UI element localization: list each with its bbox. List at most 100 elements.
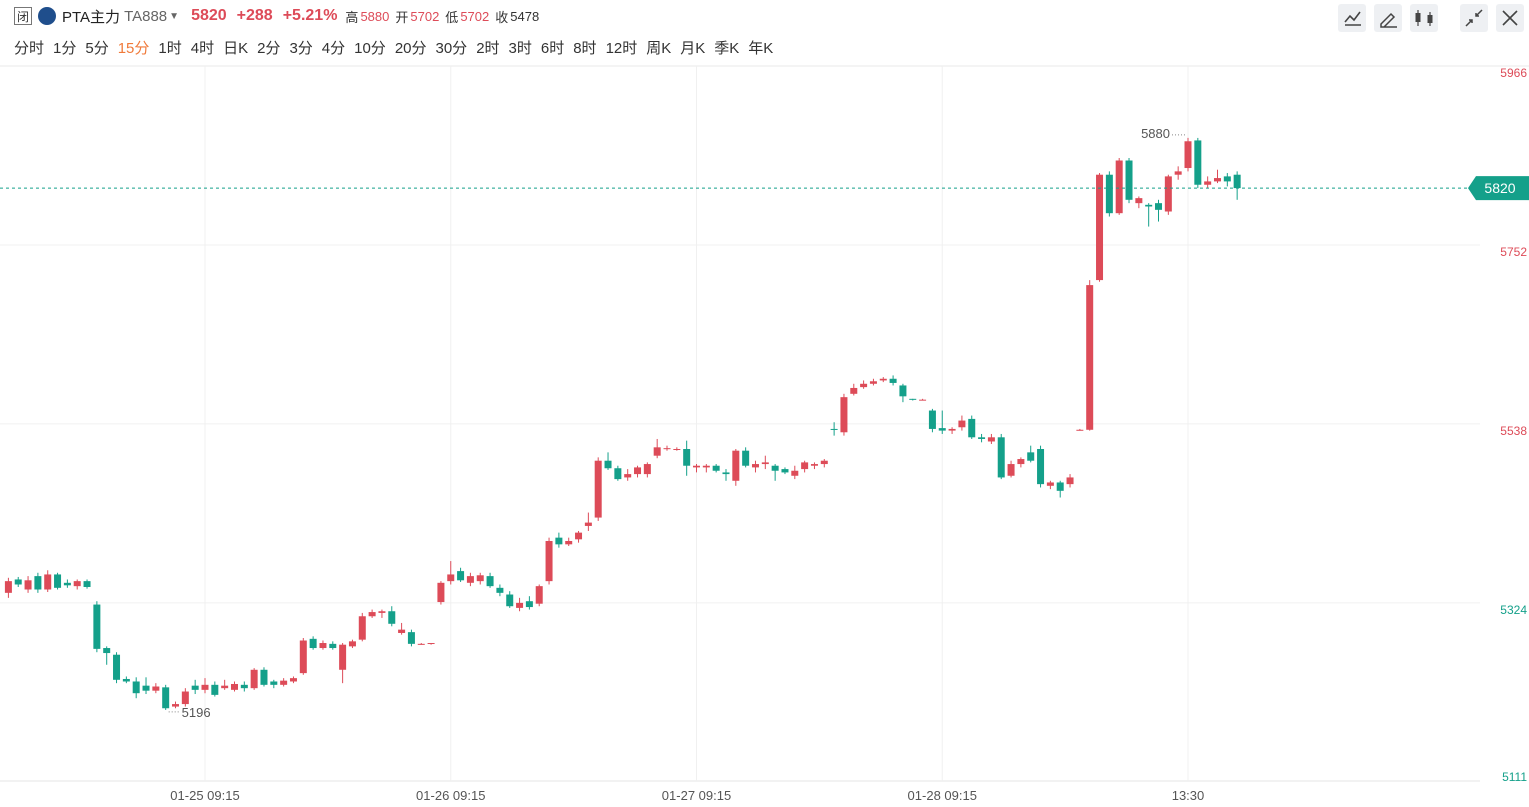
close-icon [1502, 10, 1518, 26]
candle-body [791, 470, 799, 476]
candle-body [358, 616, 366, 640]
period-tab[interactable]: 15分 [117, 39, 150, 57]
period-tab[interactable]: 年K [748, 39, 774, 57]
candle-body [1233, 174, 1241, 189]
period-tab[interactable]: 20分 [394, 39, 427, 57]
candle-body [24, 580, 32, 590]
period-tab[interactable]: 5分 [85, 39, 109, 57]
candle-body [860, 383, 868, 388]
candle-body [614, 468, 622, 480]
candle-body [653, 447, 661, 456]
candle-body [997, 437, 1005, 478]
period-tab[interactable]: 2时 [476, 39, 500, 57]
open: 5702 [410, 8, 440, 24]
x-tick-label: 13:30 [1172, 788, 1205, 803]
period-tab[interactable]: 日K [223, 39, 249, 57]
shrink-button[interactable] [1460, 4, 1488, 32]
candle-body [722, 472, 730, 475]
candle-body [388, 611, 396, 624]
last-price-label: 5820 [1484, 180, 1515, 196]
candle-body [781, 469, 789, 473]
period-tab[interactable]: 6时 [540, 39, 565, 57]
candle-body [801, 462, 809, 470]
y-tick-label: 5111 [1502, 770, 1527, 784]
product-code[interactable]: TA888 [124, 7, 168, 25]
candle-body [771, 465, 779, 471]
period-tab[interactable]: 12时 [605, 39, 638, 57]
period-tab[interactable]: 季K [714, 39, 740, 57]
candle-body [978, 437, 986, 439]
candle-body [1056, 482, 1064, 491]
candle-body [830, 428, 838, 430]
candle-body [663, 448, 671, 450]
code-dropdown[interactable]: ▼ [169, 10, 180, 22]
period-tab[interactable]: 1分 [53, 39, 77, 57]
candle-body [1007, 464, 1015, 476]
candle-body [63, 582, 71, 586]
candle-body [919, 399, 927, 401]
period-tab[interactable]: 周K [646, 39, 672, 57]
period-tab[interactable]: 30分 [435, 39, 468, 57]
candle-body [673, 449, 681, 451]
period-tab[interactable]: 4时 [190, 39, 215, 57]
candle-body [221, 685, 229, 689]
y-tick-label: 5538 [1500, 424, 1527, 438]
candle-body [417, 643, 425, 645]
candle-body [928, 410, 936, 429]
candle-body [1096, 174, 1104, 281]
period-tab[interactable]: 4分 [321, 39, 346, 57]
tool-line-icon [1344, 11, 1361, 26]
candle-body [948, 428, 956, 431]
candle-body [103, 648, 111, 654]
candle-body [54, 574, 62, 588]
period-tab[interactable]: 8时 [573, 39, 597, 57]
x-tick-label: 01-26 09:15 [416, 788, 485, 803]
period-tab[interactable]: 1时 [158, 39, 182, 57]
price: 5820 [191, 7, 227, 24]
period-tab[interactable]: 分时 [14, 39, 45, 57]
header: 闭 PTA主力 TA888 ▼ 5820 +288 +5.21% 高 5880 … [0, 0, 545, 32]
high-label: 高 [345, 9, 359, 25]
period-tab[interactable]: 2分 [257, 39, 281, 57]
x-tick-label: 01-27 09:15 [662, 788, 731, 803]
candle-body [1105, 174, 1113, 214]
candle-body [14, 579, 22, 585]
candle-body [181, 691, 189, 705]
candle-body [1027, 452, 1035, 461]
shrink-icon [1465, 9, 1483, 27]
candle-body [378, 611, 386, 613]
period-tab[interactable]: 3分 [289, 39, 313, 57]
candle-body [4, 581, 12, 593]
candle-body [122, 678, 130, 682]
candle-body [142, 685, 150, 691]
candle-body [525, 601, 533, 608]
period-tab[interactable]: 3时 [508, 39, 532, 57]
tool-candle-button[interactable] [1410, 4, 1438, 32]
candle-body [466, 576, 474, 583]
candle-body [820, 460, 828, 465]
low-label: 低 [445, 9, 459, 25]
candle-body [840, 397, 848, 433]
high: 5880 [360, 8, 390, 24]
last-price-badge [1468, 176, 1529, 201]
candle-body [899, 385, 907, 397]
candle-body [1223, 176, 1231, 182]
period-tab[interactable]: 月K [680, 39, 706, 57]
candle-body [1037, 449, 1045, 485]
candle-body [191, 685, 199, 690]
candle-body [309, 638, 317, 649]
candle-body [230, 683, 238, 690]
candle-body [162, 687, 170, 709]
candle-body [1164, 176, 1172, 212]
period-tab[interactable]: 10分 [354, 39, 386, 57]
candle-body [761, 462, 769, 465]
candle-body [1017, 459, 1025, 465]
toolbar [1338, 4, 1524, 32]
tool-candle-body [1427, 15, 1433, 23]
candle-body [407, 632, 415, 644]
candle-body [968, 418, 976, 438]
tool-draw-icon [1380, 12, 1397, 28]
candle-body [545, 540, 553, 582]
candle-body [879, 378, 887, 381]
